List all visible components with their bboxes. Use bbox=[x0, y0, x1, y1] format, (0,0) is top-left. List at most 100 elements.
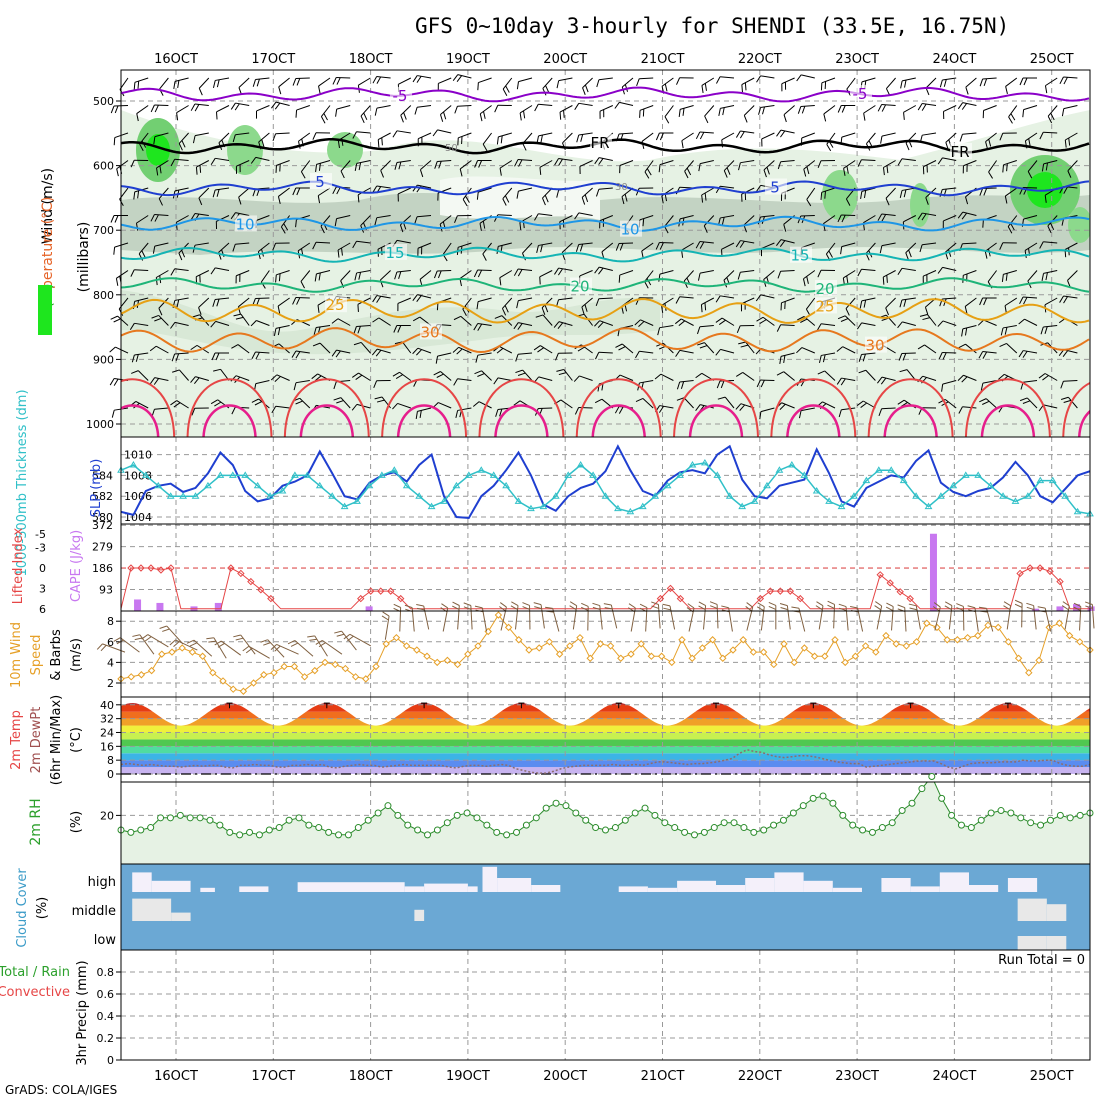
cloud-level-label: high bbox=[88, 875, 116, 890]
rh-point bbox=[375, 810, 381, 816]
surface-wind-barb bbox=[710, 601, 718, 628]
wind-speed-point bbox=[1016, 655, 1022, 661]
rh-point bbox=[543, 805, 549, 811]
precip-tick-label: 0.6 bbox=[97, 988, 115, 1001]
x-tick-label-bottom: 17OCT bbox=[251, 1069, 295, 1084]
rh-point bbox=[642, 805, 648, 811]
cloud-block bbox=[482, 867, 497, 892]
wind10m-unit-label: (m/s) bbox=[69, 638, 84, 672]
rh-point bbox=[454, 812, 460, 818]
cape-tick-label: 372 bbox=[92, 519, 113, 532]
temperature-band bbox=[121, 705, 1090, 712]
surface-wind-barb bbox=[545, 605, 559, 633]
rh-point bbox=[1008, 810, 1014, 816]
wind-speed-point bbox=[903, 643, 909, 649]
x-tick-label-bottom: 23OCT bbox=[835, 1069, 879, 1084]
x-tick-label-bottom: 16OCT bbox=[154, 1069, 198, 1084]
cape-bar bbox=[156, 603, 163, 611]
li-tick-label: -5 bbox=[35, 528, 46, 541]
rh-point bbox=[177, 812, 183, 818]
rh-point bbox=[533, 815, 539, 821]
cloud-block bbox=[424, 884, 468, 892]
rh-point bbox=[1067, 815, 1073, 821]
rh-point bbox=[879, 825, 885, 831]
rh-point bbox=[1077, 812, 1083, 818]
rh-point bbox=[385, 803, 391, 809]
rh-point bbox=[830, 800, 836, 806]
cloud-block bbox=[745, 878, 774, 892]
contour-label: 20 bbox=[815, 280, 834, 298]
cloud-block bbox=[414, 910, 424, 921]
wind-speed-point bbox=[414, 647, 420, 653]
wind-speed-point bbox=[995, 624, 1001, 630]
pressure-axis-label: (millibars) bbox=[76, 222, 92, 293]
rh-point bbox=[988, 810, 994, 816]
wind-speed-point bbox=[179, 645, 185, 651]
rh-high-blob bbox=[1068, 207, 1092, 243]
rh-point bbox=[405, 822, 411, 828]
rh-point bbox=[316, 825, 322, 831]
surface-wind-barb bbox=[604, 602, 617, 630]
rh-point bbox=[761, 827, 767, 833]
contour-label: 25 bbox=[325, 296, 344, 314]
temperature-fill bbox=[121, 698, 1090, 774]
rh-point bbox=[731, 820, 737, 826]
pressure-tick-label: 900 bbox=[93, 353, 114, 366]
x-tick-label-top: 21OCT bbox=[641, 52, 685, 67]
cloud-block bbox=[531, 885, 560, 892]
rh-point bbox=[820, 793, 826, 799]
x-tick-label-bottom: 19OCT bbox=[446, 1069, 490, 1084]
cloud-block bbox=[1008, 878, 1037, 892]
rh-point bbox=[217, 822, 223, 828]
surface-wind-barb bbox=[206, 635, 226, 662]
x-tick-label-top: 25OCT bbox=[1030, 52, 1074, 67]
surface-wind-barb bbox=[522, 602, 529, 629]
surface-wind-barb bbox=[566, 602, 577, 630]
rh-point bbox=[256, 832, 262, 838]
slp-line bbox=[121, 446, 1090, 518]
x-tick-label-bottom: 25OCT bbox=[1030, 1069, 1074, 1084]
surface-wind-barb bbox=[243, 645, 270, 665]
x-tick-label-top: 22OCT bbox=[738, 52, 782, 67]
precip-tick-label: 0.4 bbox=[97, 1010, 115, 1023]
x-tick-label-top: 16OCT bbox=[154, 52, 198, 67]
credit-label: GrADS: COLA/IGES bbox=[5, 1083, 117, 1097]
temperature-tick-label: 0 bbox=[107, 768, 114, 781]
rh-point bbox=[276, 825, 282, 831]
lifted-index-axis-label: Lifted Index bbox=[11, 527, 26, 604]
contour-label: 5 bbox=[770, 179, 780, 197]
rh2m-axis-label: 2m RH bbox=[28, 798, 44, 845]
cloud-block bbox=[132, 872, 151, 892]
pressure-tick-label: 500 bbox=[93, 95, 114, 108]
wind-speed-point bbox=[138, 672, 144, 678]
rh-high-blob bbox=[327, 132, 363, 168]
contour-label: FR bbox=[590, 134, 609, 152]
wind-speed-point bbox=[842, 659, 848, 665]
rh-point bbox=[573, 810, 579, 816]
rh-point bbox=[148, 825, 154, 831]
rh-point bbox=[721, 820, 727, 826]
rh-point bbox=[494, 829, 500, 835]
thickness-frame bbox=[121, 437, 1090, 524]
li-tick-label: 0 bbox=[39, 562, 46, 575]
rh-point bbox=[415, 827, 421, 833]
surface-wind-barb bbox=[378, 612, 389, 640]
surface-wind-barb bbox=[451, 602, 460, 629]
temperature-band bbox=[121, 732, 1090, 739]
contour-label: 15 bbox=[385, 244, 404, 262]
cloud-block bbox=[239, 886, 268, 892]
run-total-label: Run Total = 0 bbox=[998, 953, 1085, 968]
cape-bar bbox=[1056, 606, 1063, 611]
rh-point bbox=[336, 832, 342, 838]
cloud-level-label: middle bbox=[72, 904, 116, 919]
contour-label: -5 bbox=[853, 85, 868, 103]
surface-wind-barb bbox=[1000, 602, 1011, 630]
surface-wind-barb bbox=[215, 639, 241, 661]
surface-wind-barb bbox=[581, 603, 588, 630]
surface-wind-barb bbox=[885, 603, 894, 630]
contour-label: 20 bbox=[570, 278, 589, 296]
slp-tick-label: 1006 bbox=[124, 490, 152, 503]
cloud-block bbox=[940, 872, 969, 892]
